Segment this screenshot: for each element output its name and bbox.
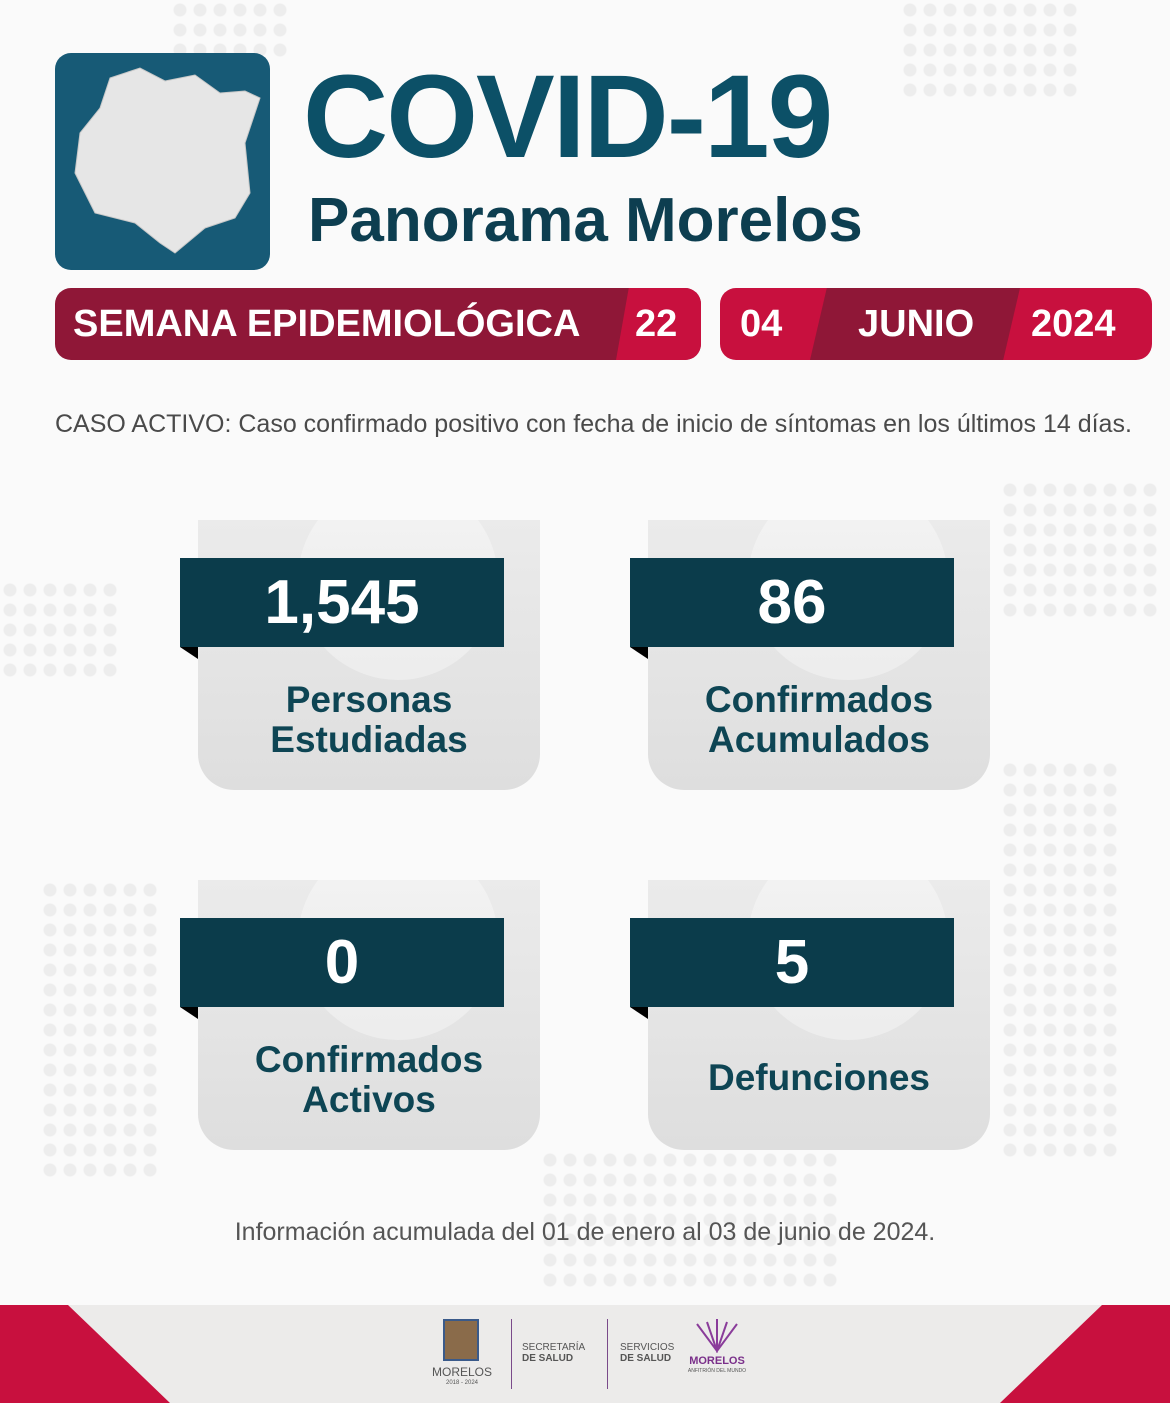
stat-label-line: Estudiadas: [270, 719, 468, 760]
footer: MORELOS 2018 - 2024 SECRETARÍA DE SALUD …: [0, 1305, 1170, 1403]
background-pattern: [40, 880, 160, 1180]
background-pattern: [170, 0, 290, 60]
background-pattern: [540, 1150, 840, 1290]
lotus-logo-icon: [696, 1319, 738, 1353]
gov-logo-tagline: ANFITRIÓN DEL MUNDO: [687, 1368, 747, 1374]
background-pattern: [1000, 480, 1160, 620]
stat-label-line: Confirmados: [704, 679, 934, 720]
footer-accent-left: [0, 1305, 170, 1403]
stat-value: 1,545: [180, 558, 504, 647]
date-month: JUNIO: [858, 303, 975, 345]
date-banner: 04 JUNIO 2024: [720, 288, 1152, 360]
stat-label-line: Acumulados: [707, 719, 931, 760]
date-year: 2024: [1031, 303, 1116, 345]
stat-value: 0: [180, 918, 504, 1007]
state-coat-of-arms-icon: [443, 1319, 479, 1361]
data-period-note: Información acumulada del 01 de enero al…: [234, 1218, 936, 1246]
date-day: 04: [740, 303, 783, 345]
secretaria-line1: SECRETARÍA: [522, 1342, 586, 1353]
stat-label: Defunciones: [648, 1058, 990, 1098]
servicios-line2: DE SALUD: [620, 1353, 672, 1364]
state-logo-name: MORELOS: [431, 1365, 492, 1379]
stat-label-line: Personas: [285, 679, 453, 720]
stat-label: Personas Estudiadas: [198, 680, 540, 760]
morelos-map-icon: [74, 67, 261, 254]
secretaria-line2: DE SALUD: [522, 1353, 574, 1364]
footer-accent-right: [1000, 1305, 1170, 1403]
state-logo-years: 2018 - 2024: [445, 1380, 479, 1386]
servicios-line1: SERVICIOS: [620, 1342, 675, 1353]
background-pattern: [1000, 760, 1120, 1160]
epidemiological-week-banner: SEMANA EPIDEMIOLÓGICA 22: [55, 288, 701, 360]
week-label: SEMANA EPIDEMIOLÓGICA: [73, 303, 581, 345]
page-subtitle: Panorama Morelos: [308, 186, 863, 255]
morelos-map-logo: [55, 53, 270, 270]
divider: [511, 1319, 512, 1389]
gov-logo-name: MORELOS: [689, 1355, 745, 1367]
stat-label: Confirmados Activos: [198, 1040, 540, 1120]
banner-fold: [630, 647, 648, 659]
stat-label-line: Defunciones: [707, 1057, 931, 1098]
active-case-definition: CASO ACTIVO: Caso confirmado positivo co…: [55, 410, 1132, 438]
divider: [607, 1319, 608, 1389]
week-number: 22: [635, 303, 678, 345]
page-title: COVID-19: [303, 51, 833, 183]
stat-value: 86: [630, 558, 954, 647]
stat-label: Confirmados Acumulados: [648, 680, 990, 760]
background-pattern: [0, 580, 120, 680]
stat-label-line: Confirmados: [254, 1039, 484, 1080]
stat-value: 5: [630, 918, 954, 1007]
stat-label-line: Activos: [302, 1079, 436, 1120]
banner-fold: [630, 1007, 648, 1019]
banner-fold: [180, 647, 198, 659]
background-pattern: [900, 0, 1080, 100]
banner-fold: [180, 1007, 198, 1019]
